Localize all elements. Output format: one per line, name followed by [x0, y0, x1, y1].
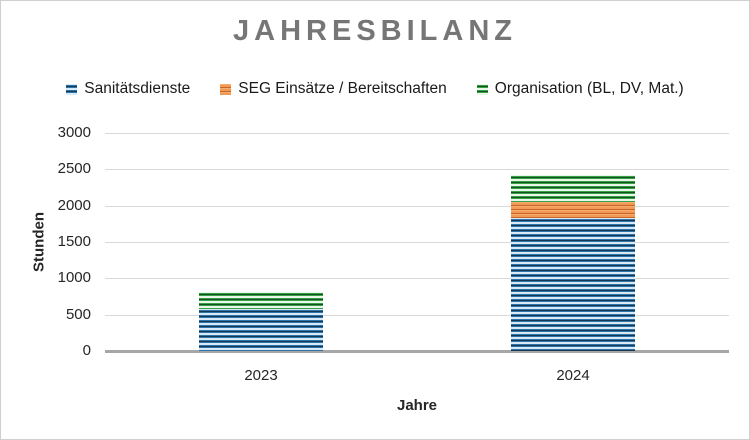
bar-segment-green-2023 — [199, 291, 323, 310]
legend-swatch-green-icon — [476, 83, 488, 95]
gridline — [105, 278, 729, 280]
legend-item-sanitaetsdienste: Sanitätsdienste — [66, 80, 190, 98]
gridline — [105, 169, 729, 171]
x-category-label: 2023 — [244, 367, 278, 384]
bar-segment-blue-2023 — [199, 309, 323, 351]
legend-swatch-orange-icon — [220, 83, 232, 95]
y-tick-label: 2000 — [57, 196, 91, 214]
gridline — [105, 314, 729, 316]
x-category-label: 2024 — [556, 367, 590, 384]
bar-segment-orange-2024 — [511, 202, 635, 219]
x-axis-line — [105, 349, 729, 353]
legend-label: Sanitätsdienste — [84, 80, 191, 97]
y-tick-label: 0 — [82, 342, 91, 359]
y-tick-label: 1500 — [57, 233, 91, 250]
x-axis-title: Jahre — [396, 397, 438, 414]
legend-item-organisation: Organisation (BL, DV, Mat.) — [476, 80, 684, 98]
gridline — [105, 242, 729, 243]
gridline — [105, 133, 729, 134]
y-tick-label: 3000 — [57, 124, 91, 141]
legend-label: SEG Einsätze / Bereitschaften — [238, 80, 447, 97]
y-tick-label: 500 — [65, 305, 91, 323]
legend: Sanitätsdienste SEG Einsätze / Bereitsch… — [1, 80, 749, 98]
y-tick-label: 2500 — [57, 160, 91, 178]
y-tick-label: 1000 — [57, 269, 91, 287]
chart-title: JAHRESBILANZ — [233, 15, 517, 47]
legend-item-seg-einsaetze: SEG Einsätze / Bereitschaften — [220, 80, 447, 98]
plot-area — [105, 133, 729, 353]
legend-swatch-blue-icon — [66, 83, 78, 95]
bar-segment-green-2024 — [511, 175, 635, 203]
bar-segment-blue-2024 — [511, 218, 635, 351]
gridline — [105, 205, 729, 207]
legend-label: Organisation (BL, DV, Mat.) — [494, 80, 684, 97]
